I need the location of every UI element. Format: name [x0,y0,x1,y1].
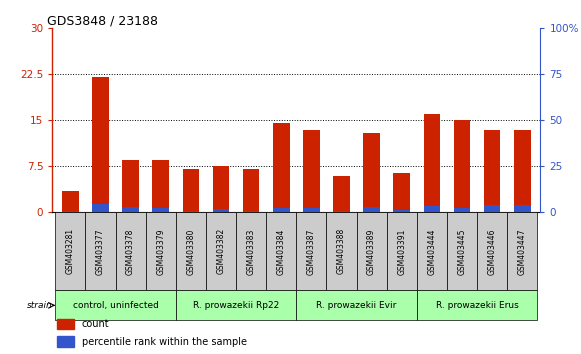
Bar [303,130,320,212]
Bar [213,166,229,212]
Text: R. prowazekii Erus: R. prowazekii Erus [436,301,518,310]
Bar [296,290,417,320]
Bar [152,208,169,212]
Bar [243,170,259,212]
Text: GSM403387: GSM403387 [307,228,316,275]
Bar [213,209,229,212]
Bar [424,206,440,212]
Bar [357,212,387,290]
Text: GSM403380: GSM403380 [187,228,195,275]
Text: GSM403444: GSM403444 [428,228,436,275]
Text: GSM403384: GSM403384 [277,228,286,275]
Bar [514,205,530,212]
Text: GSM403281: GSM403281 [66,228,75,274]
Bar [333,211,350,212]
Bar [116,212,146,290]
Text: GSM403446: GSM403446 [487,228,497,275]
Bar [266,212,296,290]
Bar [62,211,78,212]
Bar [123,207,139,212]
Bar [85,212,116,290]
Text: GSM403377: GSM403377 [96,228,105,275]
Text: GSM403391: GSM403391 [397,228,406,275]
Bar [176,290,296,320]
Text: GSM403445: GSM403445 [457,228,467,275]
Text: control, uninfected: control, uninfected [73,301,159,310]
Bar [514,130,530,212]
Bar [477,212,507,290]
Bar [424,114,440,212]
Text: GSM403383: GSM403383 [246,228,256,275]
Bar [454,120,470,212]
Bar [484,130,500,212]
Bar [387,212,417,290]
Bar [303,208,320,212]
Bar [55,212,85,290]
Text: GSM403388: GSM403388 [337,228,346,274]
Bar [507,212,537,290]
Bar [236,212,266,290]
Bar [273,124,289,212]
Bar [123,160,139,212]
Text: GSM403378: GSM403378 [126,228,135,275]
Bar [296,212,327,290]
Text: R. prowazekii Rp22: R. prowazekii Rp22 [193,301,279,310]
Bar [182,170,199,212]
Text: GSM403389: GSM403389 [367,228,376,275]
Text: R. prowazekii Evir: R. prowazekii Evir [317,301,397,310]
Bar [182,211,199,212]
Text: GSM403379: GSM403379 [156,228,165,275]
Bar [484,205,500,212]
Bar [146,212,176,290]
Bar [273,208,289,212]
Text: GDS3848 / 23188: GDS3848 / 23188 [48,14,159,27]
Bar [57,336,74,347]
Bar [393,172,410,212]
Text: strain: strain [27,301,53,310]
Bar [417,290,537,320]
Bar [176,212,206,290]
Bar [363,133,380,212]
Bar [243,211,259,212]
Text: GSM403382: GSM403382 [217,228,225,274]
Bar [92,204,109,212]
Text: percentile rank within the sample: percentile rank within the sample [81,337,246,347]
Text: count: count [81,319,109,329]
Bar [393,210,410,212]
Bar [57,319,74,329]
Bar [447,212,477,290]
Text: GSM403447: GSM403447 [518,228,527,275]
Bar [92,78,109,212]
Bar [454,208,470,212]
Bar [55,290,176,320]
Bar [62,191,78,212]
Bar [363,207,380,212]
Bar [206,212,236,290]
Bar [327,212,357,290]
Bar [333,176,350,212]
Bar [417,212,447,290]
Bar [152,160,169,212]
